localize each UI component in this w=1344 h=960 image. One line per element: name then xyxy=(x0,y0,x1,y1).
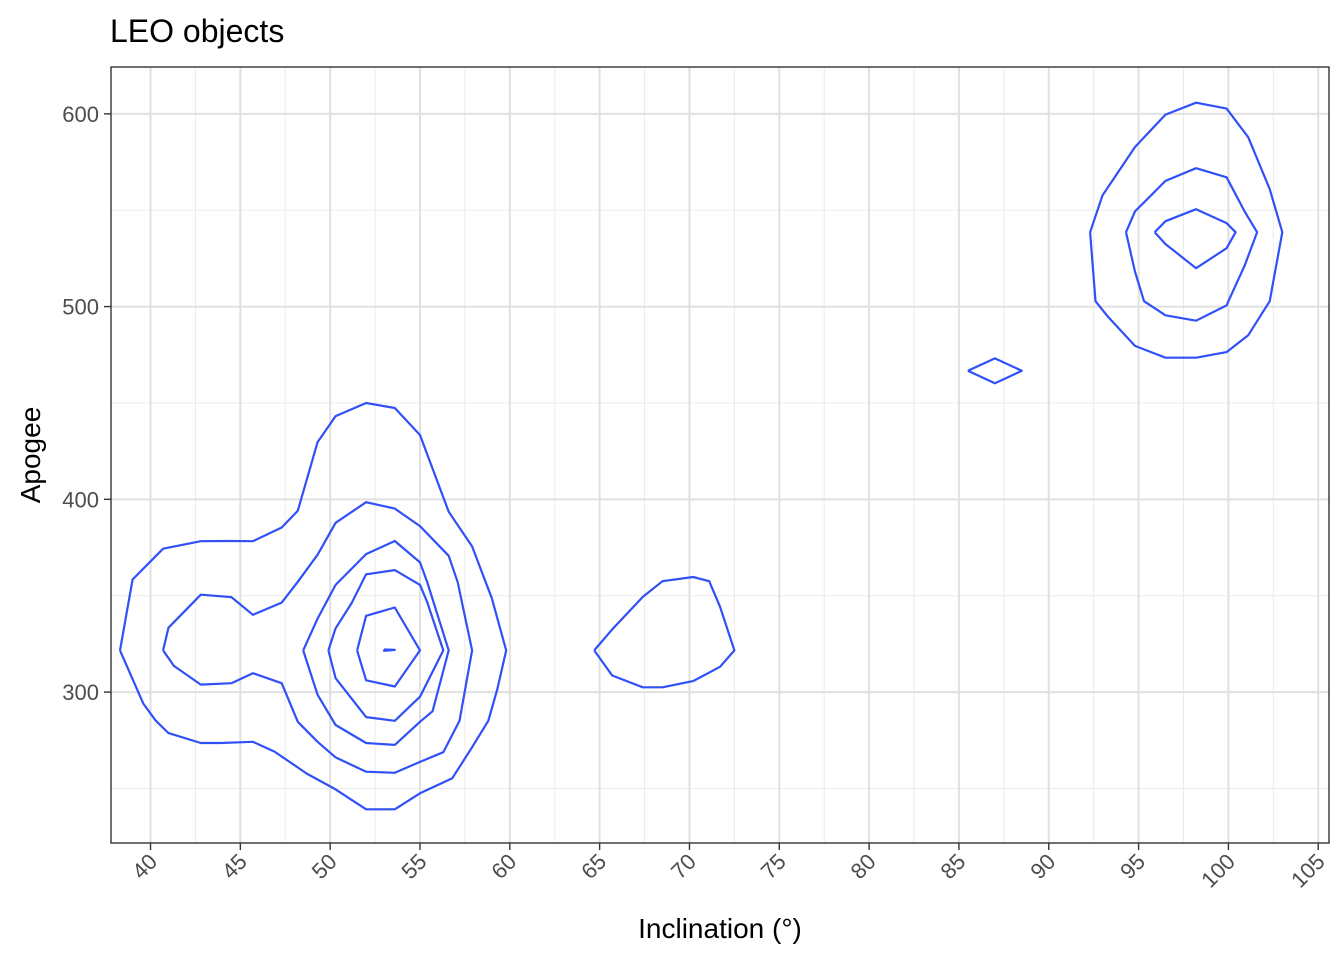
contour-line xyxy=(1124,167,1259,322)
contour-line xyxy=(162,501,474,774)
minor-gridlines xyxy=(111,67,1329,843)
contour-lines xyxy=(118,101,1284,811)
y-axis-ticks: 300 400 500 600 xyxy=(62,102,111,705)
y-axis-title: Apogee xyxy=(15,407,46,504)
contour-line xyxy=(356,606,422,688)
chart-title: LEO objects xyxy=(110,13,284,49)
y-tick-label: 500 xyxy=(62,295,99,320)
contour-line xyxy=(302,539,450,746)
y-tick-label: 400 xyxy=(62,487,99,512)
y-tick-label: 300 xyxy=(62,680,99,705)
contour-line xyxy=(967,357,1023,385)
x-axis-title: Inclination (°) xyxy=(638,913,802,944)
contour-line xyxy=(1089,101,1284,359)
major-gridlines xyxy=(111,67,1329,843)
contour-line xyxy=(327,569,445,722)
plot-panel-border xyxy=(110,66,1330,844)
y-tick-label: 600 xyxy=(62,102,99,127)
contour-line xyxy=(118,401,508,811)
contour-line xyxy=(383,648,396,652)
contour-line xyxy=(1153,208,1237,270)
contour-line xyxy=(593,575,736,689)
